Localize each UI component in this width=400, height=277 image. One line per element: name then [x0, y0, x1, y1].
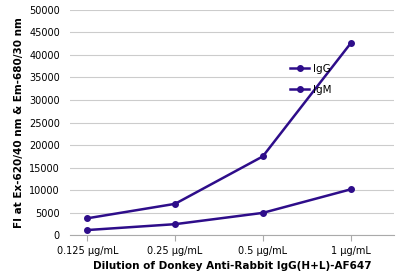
Legend: IgG, IgM: IgG, IgM	[286, 60, 336, 99]
IgG	[348, 42, 353, 45]
Line: IgM: IgM	[84, 187, 353, 233]
IgG	[173, 202, 178, 206]
IgM	[85, 229, 90, 232]
Y-axis label: FI at Ex-620/40 nm & Em-680/30 nm: FI at Ex-620/40 nm & Em-680/30 nm	[14, 17, 24, 228]
IgM	[173, 222, 178, 226]
IgG	[85, 217, 90, 220]
IgM	[348, 188, 353, 191]
Line: IgG: IgG	[84, 41, 353, 221]
IgM	[260, 211, 265, 215]
X-axis label: Dilution of Donkey Anti-Rabbit IgG(H+L)-AF647: Dilution of Donkey Anti-Rabbit IgG(H+L)-…	[93, 261, 371, 271]
IgG	[260, 155, 265, 158]
